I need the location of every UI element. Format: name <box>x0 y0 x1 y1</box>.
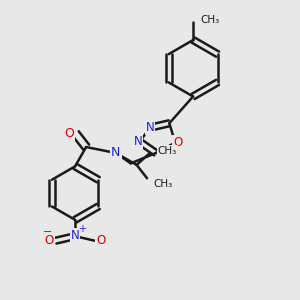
Text: N: N <box>134 135 142 148</box>
Text: CH₃: CH₃ <box>200 15 220 25</box>
Text: N: N <box>146 121 154 134</box>
Text: O: O <box>173 136 182 149</box>
Text: O: O <box>45 234 54 247</box>
Text: CH₃: CH₃ <box>158 146 177 156</box>
Text: N: N <box>111 146 121 160</box>
Text: N: N <box>71 229 80 242</box>
Text: CH₃: CH₃ <box>153 179 172 189</box>
Text: O: O <box>64 127 74 140</box>
Text: −: − <box>43 227 53 237</box>
Text: O: O <box>96 234 106 247</box>
Text: +: + <box>78 224 86 234</box>
